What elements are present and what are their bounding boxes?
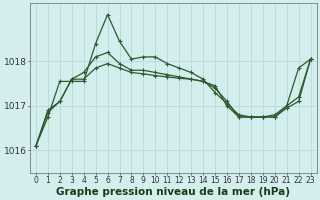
X-axis label: Graphe pression niveau de la mer (hPa): Graphe pression niveau de la mer (hPa) bbox=[56, 187, 290, 197]
